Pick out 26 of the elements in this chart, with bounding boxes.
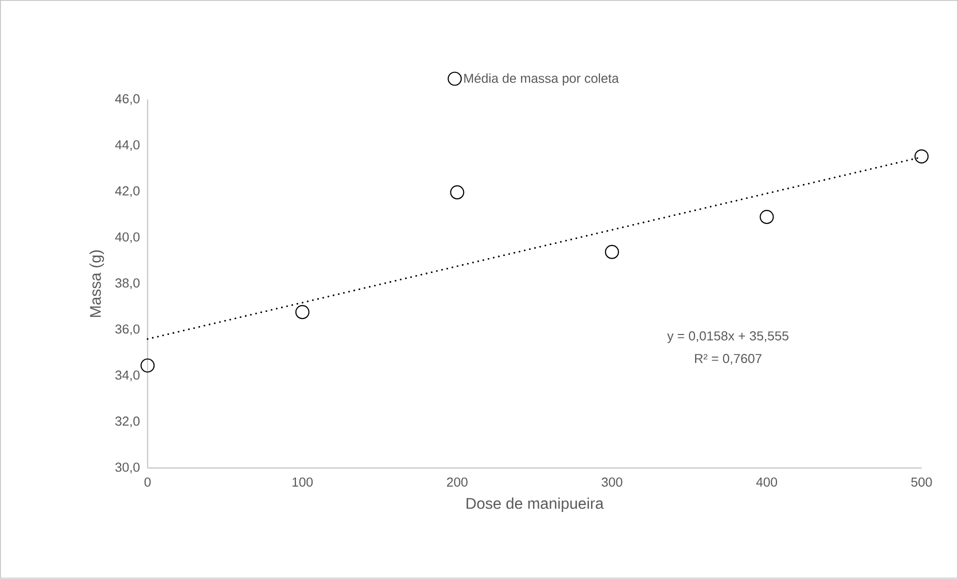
y-tick-label: 42,0	[115, 186, 140, 198]
y-tick-label: 36,0	[115, 324, 140, 336]
annotation: R² = 0,7607	[695, 354, 762, 365]
point	[140, 358, 155, 373]
point	[914, 150, 929, 164]
annotation: y = 0,0158x + 35,555	[667, 332, 788, 344]
x-tick-label: 400	[756, 478, 778, 487]
x-tick-label: 500	[911, 478, 932, 487]
x-tick-label: 100	[292, 478, 313, 487]
y-tick-label: 46,0	[115, 94, 140, 106]
point	[295, 305, 310, 320]
x-tick-label: 300	[602, 478, 622, 487]
point	[450, 186, 464, 200]
y-tick-label: 38,0	[115, 278, 140, 290]
y-tick-label: 40,0	[115, 232, 140, 244]
point	[760, 210, 774, 224]
y-tick-label: 34,0	[115, 370, 140, 382]
point	[604, 245, 620, 260]
x-tick-label: 0	[144, 478, 151, 487]
x-axis-title: Dose de manipueira	[466, 498, 604, 512]
y-tick-label: 30,0	[115, 462, 140, 474]
legend-label: Média de massa por coleta	[464, 73, 619, 86]
y-tick-label: 44,0	[115, 140, 140, 152]
y-tick-label: 32,0	[115, 416, 140, 428]
y-axis-title: Massa (g)	[90, 250, 104, 318]
x-tick-label: 200	[447, 478, 468, 487]
